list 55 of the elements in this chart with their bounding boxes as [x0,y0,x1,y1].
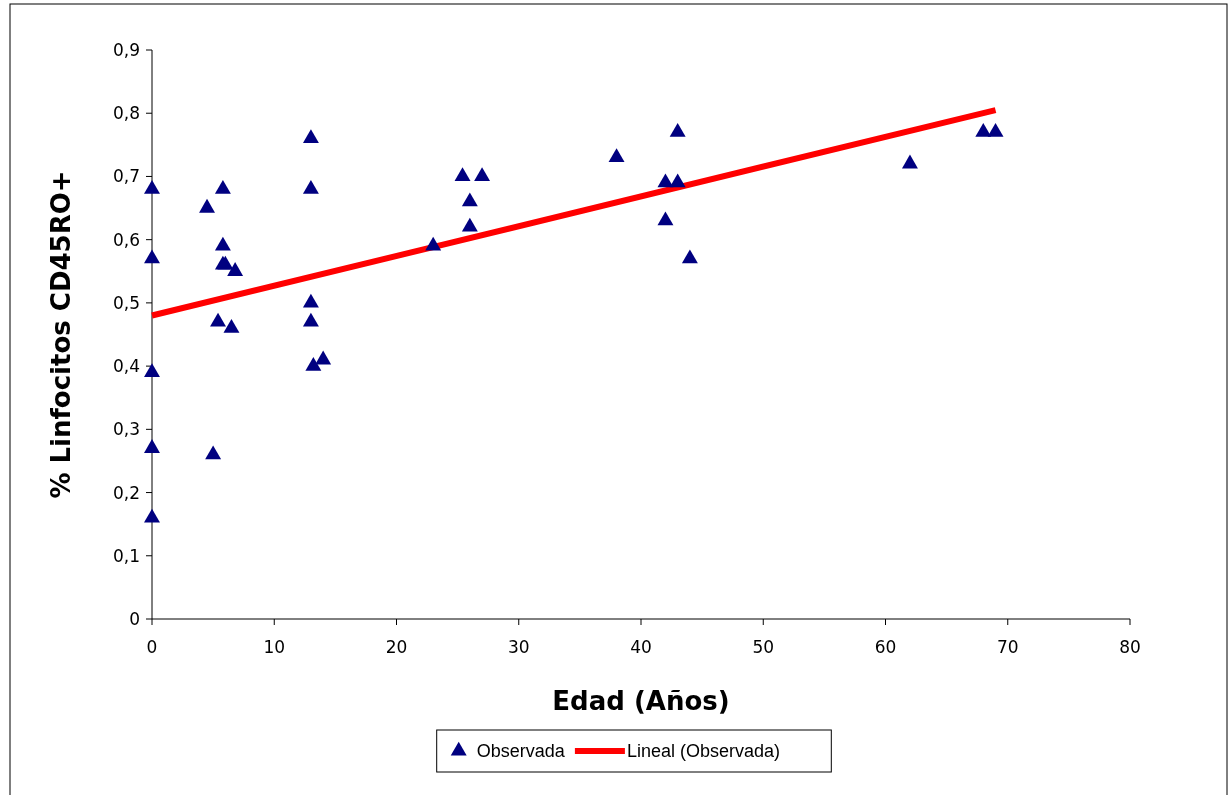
point [315,350,332,365]
point [302,179,319,194]
point [214,236,231,251]
x-tick-label: 80 [1119,637,1141,657]
y-axis-title: % Linfocitos CD45RO+ [46,170,76,499]
legend-label: Lineal (Observada) [626,741,780,762]
point [199,198,215,213]
point [144,249,160,264]
y-tick-label: 0,1 [112,545,140,566]
y-tick-label: 0,9 [112,39,140,60]
point [214,179,231,194]
point [205,445,222,460]
x-tick-label: 20 [385,637,408,657]
point [223,318,240,333]
y-tick-label: 0,8 [112,103,140,124]
legend-label: Observada [476,741,566,762]
y-tick-label: 0,7 [112,166,140,187]
point [474,167,491,182]
point [305,356,322,371]
point [669,173,686,188]
point [608,148,625,163]
point [302,293,319,308]
x-tick-label: 30 [507,637,530,657]
x-tick-label: 60 [874,637,897,657]
point [302,312,319,327]
x-axis-title: Edad (Años) [552,686,730,716]
point [425,236,442,251]
y-tick-label: 0,6 [112,229,140,250]
y-tick-label: 0,2 [112,482,140,503]
y-tick-label: 0,3 [112,419,140,440]
point [987,122,1004,137]
y-tick-label: 0,4 [112,356,140,377]
point [144,439,160,453]
x-tick-label: 10 [263,637,286,657]
point [681,249,698,264]
point [227,262,244,276]
point [144,363,160,378]
point [901,154,918,169]
point [657,173,674,188]
point [144,508,160,523]
point [144,179,160,194]
point [975,122,992,137]
point [461,192,478,207]
x-tick-label: 70 [996,637,1019,657]
point [461,217,478,232]
point [302,129,319,144]
point [454,167,471,182]
x-tick-label: 50 [752,637,775,657]
point [210,312,226,327]
x-tick-label: 0 [146,637,158,657]
point [669,122,686,137]
point [657,211,674,226]
y-tick-label: 0,5 [112,292,140,313]
y-tick-label: 0 [129,608,140,629]
x-tick-label: 40 [630,637,652,657]
